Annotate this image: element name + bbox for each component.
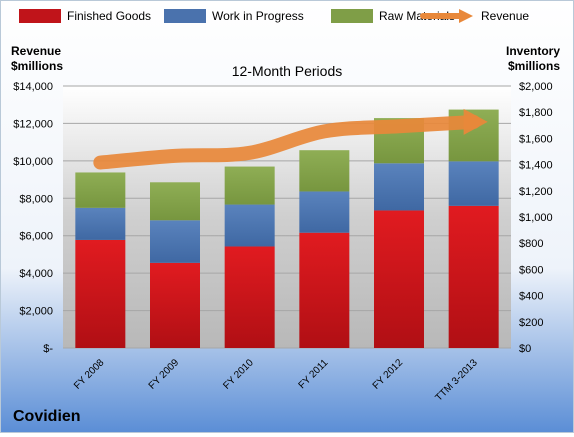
bar-raw-materials <box>224 166 275 205</box>
left-axis-title-line2: $millions <box>11 59 63 73</box>
bar-work-in-progress <box>299 191 350 233</box>
legend-label: Revenue <box>481 9 529 23</box>
bar-work-in-progress <box>448 161 499 206</box>
left-axis-tick-label: $10,000 <box>13 156 53 168</box>
chart-subtitle: 12-Month Periods <box>232 63 343 79</box>
left-axis-tick-label: $12,000 <box>13 118 53 130</box>
revenue-line-path <box>93 114 481 170</box>
company-name: Covidien <box>13 408 81 425</box>
bar-raw-materials <box>75 172 126 208</box>
bar-finished-goods <box>374 210 424 348</box>
legend: Finished Goods Work in Progress Raw Materi… <box>19 9 529 23</box>
revenue-arrowhead <box>463 108 488 135</box>
bar-finished-goods <box>448 205 499 348</box>
right-axis-tick-label: $2,000 <box>519 81 553 93</box>
bar-finished-goods <box>150 262 200 348</box>
right-axis-tick-label: $1,200 <box>519 186 553 198</box>
bar-finished-goods <box>75 239 126 348</box>
right-axis-tick-label: $1,000 <box>519 212 553 224</box>
left-axis-tick-label: $6,000 <box>19 231 53 243</box>
right-axis-tick-label: $800 <box>519 238 543 250</box>
legend-arrowhead <box>459 9 473 23</box>
right-axis-tick-label: $1,600 <box>519 133 553 145</box>
bar-work-in-progress <box>374 163 424 211</box>
stacked-bars <box>75 109 499 348</box>
bar-finished-goods <box>224 246 275 348</box>
bar-work-in-progress <box>150 220 200 263</box>
right-axis-tick-label: $400 <box>519 291 543 303</box>
bar-raw-materials <box>299 150 350 192</box>
bar-work-in-progress <box>75 207 126 240</box>
legend-swatch <box>164 9 206 23</box>
left-axis-tick-label: $- <box>43 343 53 355</box>
right-axis-tick-label: $0 <box>519 343 531 355</box>
left-axis-tick-label: $4,000 <box>19 268 53 280</box>
right-axis-tick-label: $200 <box>519 317 543 329</box>
legend-swatch <box>331 9 373 23</box>
left-axis-tick-label: $8,000 <box>19 193 53 205</box>
legend-label: Raw Materials <box>379 9 455 23</box>
bar-work-in-progress <box>224 204 275 247</box>
bar-raw-materials <box>150 182 200 221</box>
right-axis: $0 $200 $400 $600 $800 $1,000 $1,200 $1,400 $1,6… <box>519 81 553 355</box>
right-axis-tick-label: $1,800 <box>519 107 553 119</box>
right-axis-title-line2: $millions <box>508 59 560 73</box>
left-axis-tick-label: $2,000 <box>19 306 53 318</box>
legend-swatch <box>19 9 61 23</box>
bar-finished-goods <box>299 232 350 348</box>
right-axis-tick-label: $600 <box>519 264 543 276</box>
legend-label: Finished Goods <box>67 9 151 23</box>
right-axis-title-line1: Inventory <box>506 44 560 58</box>
left-axis-title-line1: Revenue <box>11 44 61 58</box>
revenue-line <box>93 108 488 170</box>
right-axis-tick-label: $1,400 <box>519 160 553 172</box>
left-axis: $- $2,000 $4,000 $6,000 $8,000 $10,000 $12,000… <box>13 81 53 355</box>
legend-label: Work in Progress <box>212 9 304 23</box>
left-axis-tick-label: $14,000 <box>13 81 53 93</box>
